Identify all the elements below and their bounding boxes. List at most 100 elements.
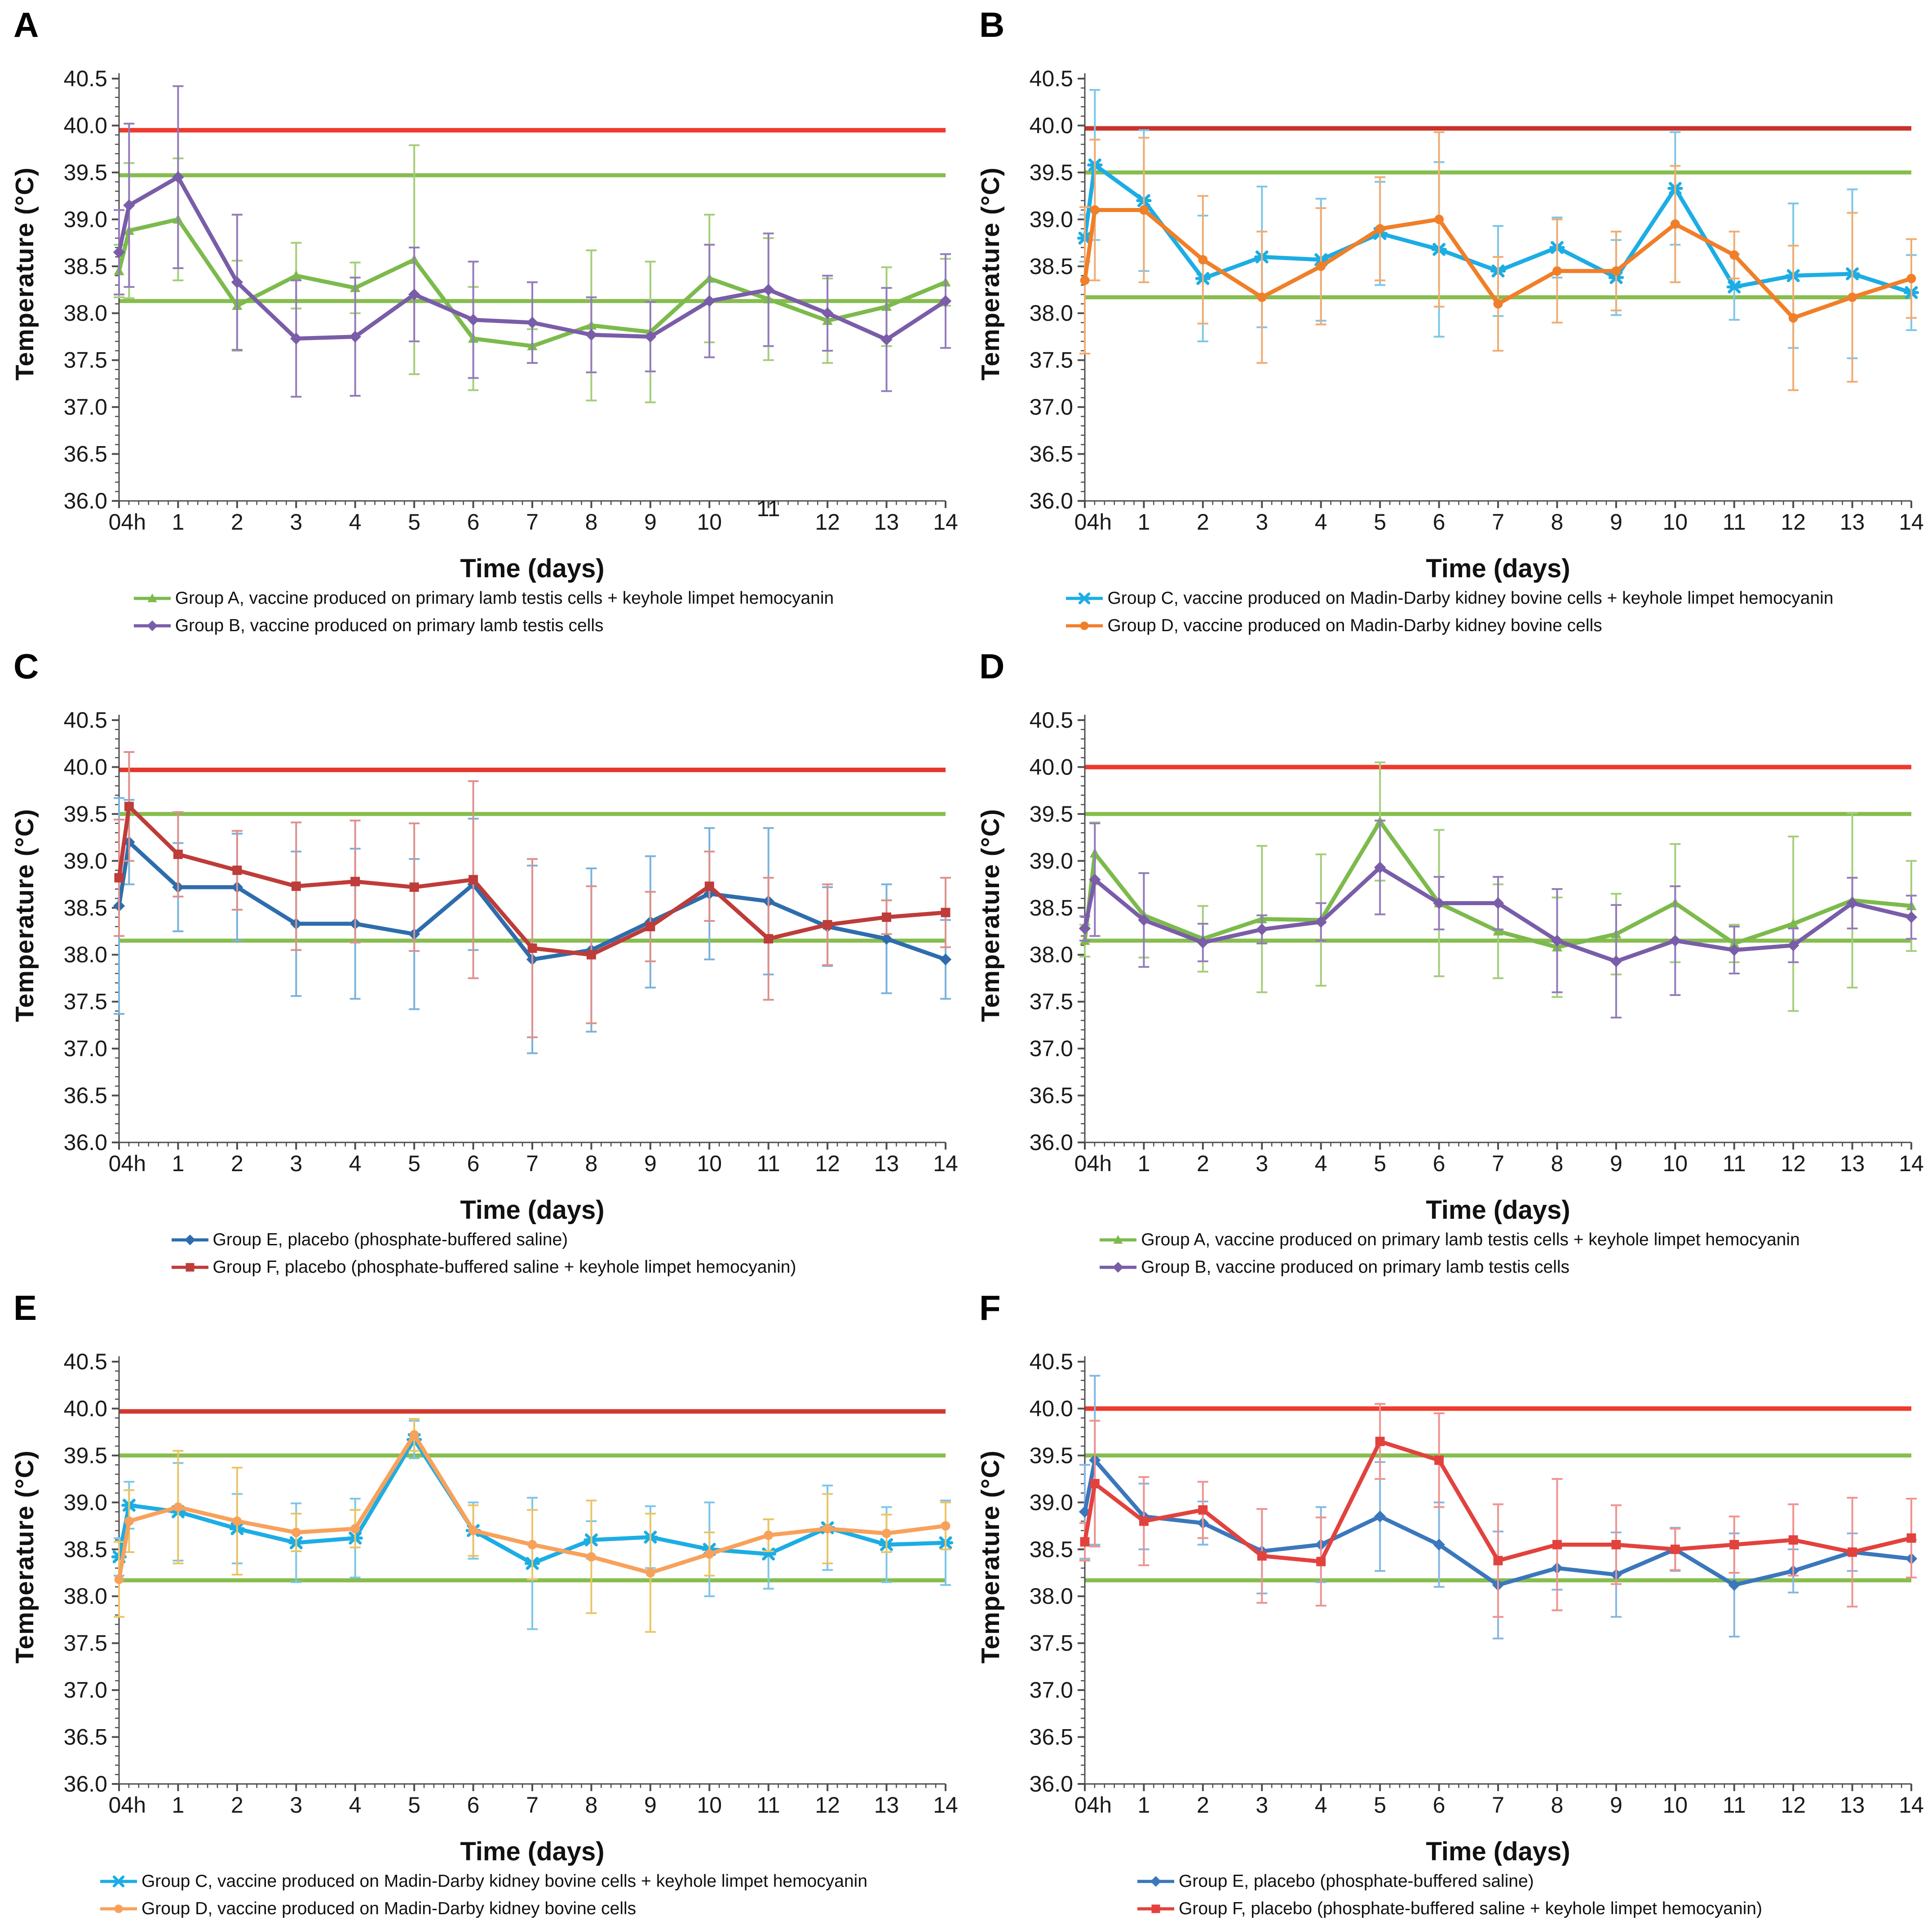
x-tick-label: 11 [757, 496, 780, 521]
series-marker [350, 1524, 360, 1534]
y-tick-label: 36.0 [64, 488, 107, 513]
legend-marker-icon [1098, 1259, 1138, 1276]
y-tick-label: 40.5 [1030, 708, 1073, 733]
x-tick-label: 14 [933, 1792, 958, 1818]
y-tick-label: 39.0 [64, 207, 107, 232]
x-tick-label: 11 [757, 1151, 780, 1176]
series-line [117, 217, 948, 348]
y-tick-label: 37.0 [1030, 1677, 1073, 1703]
series-marker [467, 314, 479, 326]
series-marker [1433, 897, 1445, 909]
x-tick-label: 12 [1781, 1792, 1806, 1818]
series-marker [880, 333, 893, 345]
legend-label: Group C, vaccine produced on Madin-Darby… [1107, 589, 1834, 608]
y-tick-label: 37.5 [64, 989, 107, 1014]
x-tick-label: 3 [290, 509, 302, 535]
series-marker [704, 1549, 714, 1559]
series-marker [821, 307, 834, 319]
x-tick-label: 5 [408, 509, 420, 535]
series-marker [291, 1527, 301, 1537]
series-marker [173, 1502, 183, 1512]
x-tick-label: 2 [231, 1151, 243, 1176]
x-axis-title: Time (days) [1426, 1837, 1570, 1866]
series-marker [1611, 266, 1621, 276]
x-tick-label: 10 [697, 1151, 722, 1176]
chart-legend: Group C, vaccine produced on Madin-Darby… [966, 589, 1932, 636]
series-marker [1670, 219, 1680, 229]
x-tick-label: 7 [1492, 1792, 1504, 1818]
series-marker [1729, 1540, 1739, 1549]
legend-item: Group E, placebo (phosphate-buffered sal… [1136, 1872, 1534, 1891]
y-tick-label: 37.0 [1030, 394, 1073, 420]
series-marker [409, 882, 419, 892]
x-tick-label: 12 [815, 1792, 840, 1818]
series-marker [1728, 1579, 1740, 1591]
x-tick-label: 3 [1256, 509, 1268, 535]
series-marker [231, 276, 243, 288]
x-tick-label: 5 [1374, 1792, 1386, 1818]
x-tick-label: 8 [1551, 1151, 1564, 1176]
y-tick-label: 38.0 [64, 1584, 107, 1609]
legend-marker-icon [1064, 617, 1105, 634]
x-tick-label: 1 [1138, 1151, 1150, 1176]
chart-legend: Group A, vaccine produced on primary lam… [0, 589, 966, 636]
y-tick-label: 36.0 [64, 1771, 107, 1797]
y-tick-label: 40.0 [64, 1396, 107, 1421]
series-marker [1257, 1551, 1267, 1561]
legend-item: Group B, vaccine produced on primary lam… [132, 616, 604, 636]
chart-plot-f: 36.0 36.5 37.0 37.5 38.0 38.5 39.0 39.5 40.0 40.5… [1030, 1349, 1924, 1818]
chart-plot-e: 36.0 36.5 37.0 37.5 38.0 38.5 39.0 39.5 40.0 40.5… [64, 1349, 958, 1818]
series-line [117, 1437, 948, 1566]
series-marker [526, 316, 539, 329]
y-tick-label: 36.5 [1030, 442, 1073, 467]
legend-label: Group B, vaccine produced on primary lam… [175, 616, 604, 635]
y-tick-label: 37.5 [1030, 989, 1073, 1014]
x-tick-label: 9 [1610, 1151, 1623, 1176]
x-tick-label: 2 [1197, 1792, 1209, 1818]
legend-item: Group E, placebo (phosphate-buffered sal… [170, 1230, 568, 1250]
legend-item: Group D, vaccine produced on Madin-Darby… [98, 1899, 636, 1919]
series-marker [123, 199, 135, 212]
y-tick-label: 40.5 [64, 66, 107, 91]
panel-letter: F [979, 1288, 1001, 1328]
x-tick-label: 4 [1315, 1151, 1327, 1176]
x-tick-label: 9 [644, 1151, 657, 1176]
x-tick-label: 3 [1256, 1792, 1268, 1818]
y-tick-label: 40.0 [1030, 113, 1073, 138]
legend-item: Group C, vaccine produced on Madin-Darby… [1064, 589, 1834, 608]
y-tick-label: 37.5 [64, 348, 107, 373]
series-marker [880, 933, 893, 945]
x-tick-label: 4 [349, 1792, 362, 1818]
series-marker [527, 1540, 537, 1549]
x-tick-label: 3 [290, 1151, 302, 1176]
series-marker [469, 875, 478, 885]
x-tick-label: 6 [467, 509, 480, 535]
series-marker [1434, 214, 1444, 224]
legend-label: Group A, vaccine produced on primary lam… [175, 589, 834, 608]
series-marker [941, 907, 951, 917]
legend-marker [184, 1235, 195, 1245]
series-marker [762, 283, 774, 296]
legend-marker-icon [98, 1873, 139, 1890]
series-marker [1198, 255, 1208, 265]
x-tick-label: 5 [408, 1151, 420, 1176]
y-tick-label: 37.0 [64, 394, 107, 420]
x-axis-title: Time (days) [460, 1195, 605, 1225]
legend-marker-icon [98, 1900, 139, 1917]
x-tick-label: 1 [172, 1792, 185, 1818]
x-tick-label: 9 [1610, 1792, 1623, 1818]
x-tick-label: 4 [349, 1151, 362, 1176]
x-tick-label: 04h [1074, 1151, 1112, 1176]
series-marker [172, 171, 184, 183]
y-tick-label: 38.5 [1030, 895, 1073, 920]
y-tick-label: 40.5 [1030, 66, 1073, 91]
y-tick-label: 36.0 [64, 1130, 107, 1155]
x-tick-label: 8 [1551, 509, 1564, 535]
x-tick-label: 5 [408, 1792, 420, 1818]
legend-label: Group C, vaccine produced on Madin-Darby… [141, 1872, 868, 1891]
panel-e: E Temperature (°C) 36.0 36.5 37.0 37.5 38.0 3… [0, 1283, 966, 1925]
y-tick-label: 38.5 [1030, 1537, 1073, 1562]
chart-legend: Group A, vaccine produced on primary lam… [966, 1230, 1932, 1277]
series-marker [1788, 313, 1798, 323]
legend-marker [1151, 1904, 1160, 1913]
